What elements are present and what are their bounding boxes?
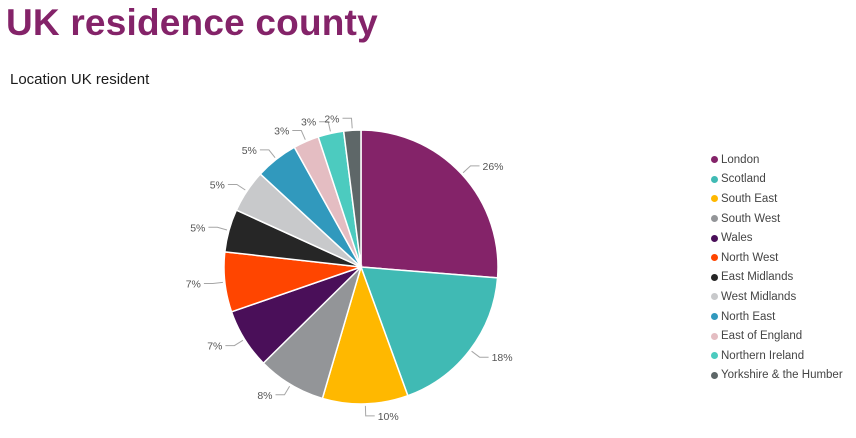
legend-item-north-east: North East [711, 307, 843, 327]
page-title: UK residence county [6, 2, 378, 43]
legend-swatch [711, 352, 718, 360]
pie-data-labels: 26% 18% 10% 8% 7% 7% 5% 5% 5% 3% 3% 2% [186, 113, 513, 423]
legend-swatch [711, 234, 718, 242]
legend-swatch [711, 215, 718, 223]
legend-item-north-west: North West [711, 248, 843, 268]
legend-swatch [711, 371, 718, 379]
legend-label: Northern Ireland [721, 349, 805, 362]
leader-line-west-midlands [227, 184, 246, 191]
pie-slice-yorkshire-and-the-humber [342, 129, 362, 268]
legend-item-east-midlands: East Midlands [711, 268, 843, 288]
data-label-west-midlands: 5% [210, 180, 225, 192]
legend-item-london: London [711, 150, 843, 170]
data-label-east-midlands: 5% [190, 222, 205, 234]
data-label-northern-ireland: 3% [301, 117, 316, 129]
legend-label: South West [721, 212, 781, 225]
legend-item-northern-ireland: Northern Ireland [711, 346, 843, 366]
legend-swatch [711, 254, 718, 262]
data-label-north-east: 5% [242, 145, 257, 157]
pie-slices [223, 129, 499, 405]
pie-leader-lines [203, 117, 489, 417]
pie-slice-south-east [321, 264, 409, 405]
leader-line-north-east [259, 149, 276, 159]
legend-item-west-midlands: West Midlands [711, 287, 843, 307]
legend-swatch [711, 313, 718, 321]
data-label-wales: 7% [207, 341, 222, 353]
legend-label: South East [721, 192, 778, 205]
legend-item-east-of-england: East of England [711, 326, 843, 346]
data-label-london: 26% [483, 161, 504, 173]
legend-label: North East [721, 310, 776, 323]
data-label-yorkshire-and-the-humber: 2% [324, 113, 339, 125]
legend-item-yorkshire-and-the-humber: Yorkshire & the Humber [711, 366, 843, 386]
data-label-scotland: 18% [492, 352, 513, 364]
chart-subtitle: Location UK resident [10, 71, 150, 88]
pie-slice-london [360, 129, 499, 279]
legend-item-wales: Wales [711, 228, 843, 248]
leader-line-northern-ireland [319, 121, 331, 132]
legend-label: West Midlands [721, 290, 797, 303]
pie-slice-scotland [359, 266, 499, 397]
legend-label: Yorkshire & the Humber [721, 369, 843, 382]
legend-item-south-east: South East [711, 189, 843, 209]
legend-swatch [711, 156, 718, 164]
legend-label: Wales [721, 232, 753, 245]
legend-label: North West [721, 251, 779, 264]
legend-swatch [711, 293, 718, 301]
legend-label: London [721, 153, 760, 166]
data-label-south-west: 8% [257, 390, 272, 402]
leader-line-wales [225, 339, 244, 347]
data-label-east-of-england: 3% [274, 126, 289, 138]
leader-line-east-of-england [292, 130, 306, 140]
legend-item-scotland: Scotland [711, 170, 843, 190]
data-label-north-west: 7% [186, 279, 201, 291]
leader-line-yorkshire-and-the-humber [342, 117, 353, 129]
leader-line-south-west [275, 386, 291, 396]
legend-swatch [711, 273, 718, 281]
leader-line-scotland [471, 350, 489, 358]
leader-line-south-east [364, 405, 375, 417]
legend-label: Scotland [721, 173, 766, 186]
data-label-south-east: 10% [378, 411, 399, 423]
legend-label: East Midlands [721, 271, 794, 284]
legend-swatch [711, 175, 718, 183]
leader-line-north-west [203, 281, 223, 284]
legend-swatch [711, 332, 718, 340]
leader-line-london [462, 165, 480, 174]
legend-item-south-west: South West [711, 209, 843, 229]
legend-label: East of England [721, 330, 803, 343]
leader-line-east-midlands [208, 226, 228, 231]
chart-legend: London Scotland South East South West Wales N… [711, 150, 843, 385]
legend-swatch [711, 195, 718, 203]
